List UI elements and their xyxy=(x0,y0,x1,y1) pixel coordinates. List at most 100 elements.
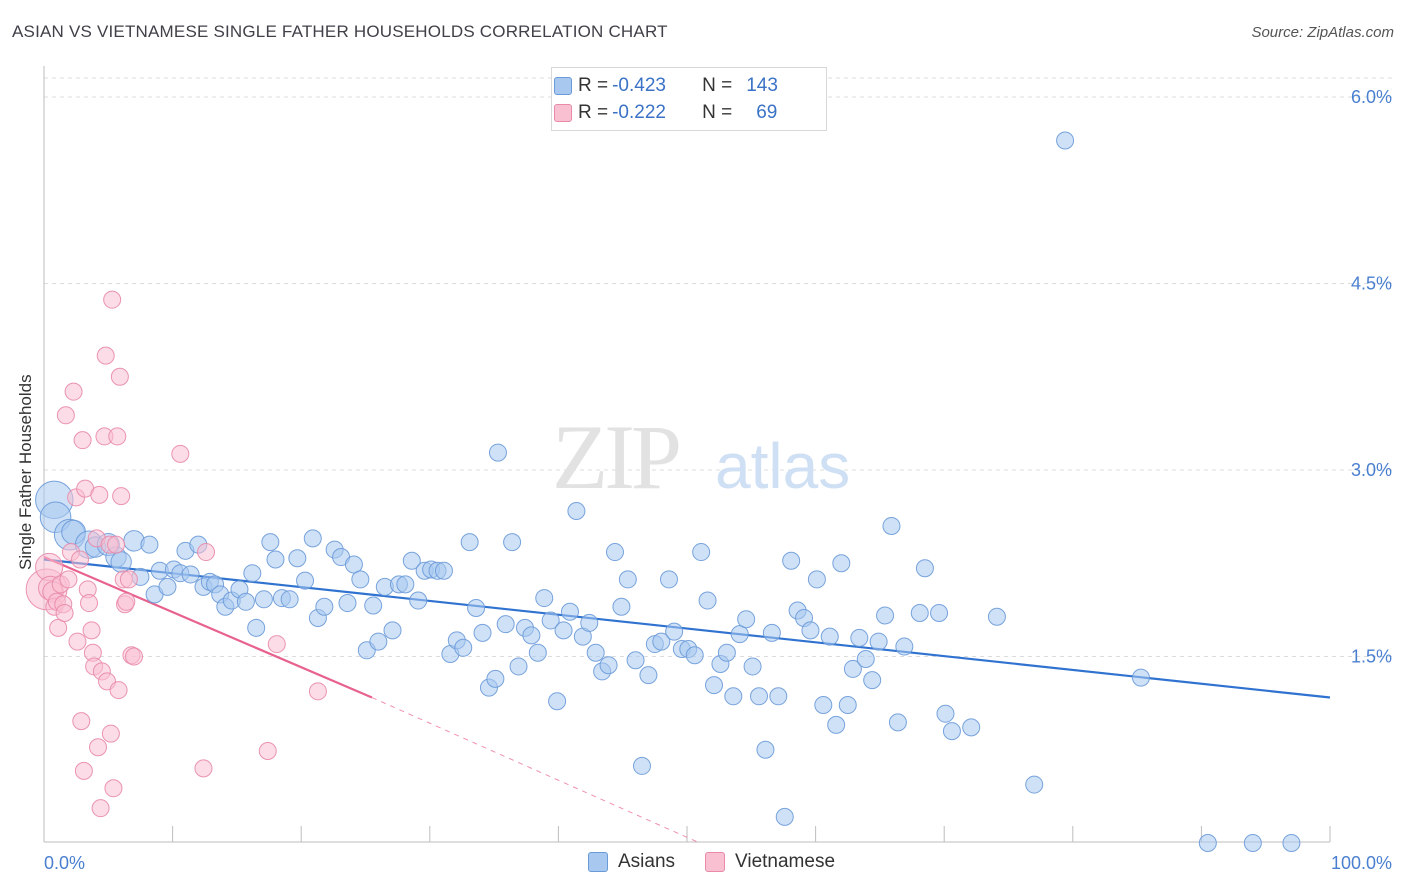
point-asians xyxy=(140,535,159,554)
point-asians xyxy=(288,549,307,568)
point-vietnamese xyxy=(64,382,83,401)
point-vietnamese xyxy=(194,759,213,778)
series-legend-asians[interactable]: Asians xyxy=(588,851,675,873)
point-asians xyxy=(467,599,486,618)
data-points xyxy=(25,131,1301,852)
point-asians xyxy=(460,533,479,552)
point-asians xyxy=(838,695,857,714)
legend-r-value: -0.423 xyxy=(612,75,666,96)
point-asians xyxy=(737,610,756,629)
point-vietnamese xyxy=(73,431,92,450)
y-tick-label: 4.5% xyxy=(1351,274,1392,294)
point-vietnamese xyxy=(90,485,109,504)
point-asians xyxy=(801,621,820,640)
y-tick-label: 1.5% xyxy=(1351,647,1392,667)
chart-title: ASIAN VS VIETNAMESE SINGLE FATHER HOUSEH… xyxy=(12,22,668,41)
point-vietnamese xyxy=(49,618,68,637)
point-asians xyxy=(942,722,961,741)
series-legend: Asians Vietnamese xyxy=(588,851,865,873)
x-tick-label: 100.0% xyxy=(1331,853,1392,873)
tick-labels: 1.5% 3.0% 4.5% 6.0% 0.0% 100.0% xyxy=(44,87,1392,873)
series-swatch-vietnamese xyxy=(705,852,726,872)
point-asians xyxy=(843,659,862,678)
point-asians xyxy=(338,594,357,613)
point-asians xyxy=(827,715,846,734)
legend-n-label: N = xyxy=(702,75,733,96)
point-asians xyxy=(266,550,285,569)
legend-n-value: 143 xyxy=(746,75,778,96)
watermark: ZIP atlas xyxy=(552,406,850,508)
point-vietnamese xyxy=(110,367,129,386)
point-asians xyxy=(915,559,934,578)
point-asians xyxy=(962,718,981,737)
legend-swatch-vietnamese xyxy=(554,104,572,122)
point-asians xyxy=(586,643,605,662)
point-asians xyxy=(509,657,528,676)
point-asians xyxy=(554,621,573,640)
point-vietnamese xyxy=(125,647,144,666)
point-asians xyxy=(832,554,851,573)
point-asians xyxy=(743,657,762,676)
point-asians xyxy=(247,618,266,637)
point-asians xyxy=(730,625,749,644)
point-asians xyxy=(876,606,895,625)
point-asians xyxy=(782,551,801,570)
point-asians xyxy=(110,551,132,573)
point-asians xyxy=(254,590,273,609)
legend-r-label: R = xyxy=(578,75,609,96)
point-vietnamese xyxy=(96,346,115,365)
trend-extension-vietnamese xyxy=(371,697,701,844)
point-vietnamese xyxy=(55,603,74,622)
point-asians xyxy=(850,628,869,647)
point-vietnamese xyxy=(197,543,216,562)
source-label: Source: ZipAtlas.com xyxy=(1251,24,1394,41)
point-vietnamese xyxy=(258,741,277,760)
trend-lines xyxy=(43,556,1331,844)
point-asians xyxy=(488,443,507,462)
point-asians xyxy=(364,596,383,615)
point-vietnamese xyxy=(107,535,126,554)
y-tick-label: 6.0% xyxy=(1351,87,1392,107)
point-asians xyxy=(496,615,515,634)
point-vietnamese xyxy=(72,712,91,731)
point-asians xyxy=(243,564,262,583)
point-asians xyxy=(351,570,370,589)
point-asians xyxy=(383,621,402,640)
point-asians xyxy=(652,632,671,651)
point-asians xyxy=(665,622,684,641)
series-label-vietnamese: Vietnamese xyxy=(735,851,836,872)
point-asians xyxy=(548,692,567,711)
series-legend-vietnamese[interactable]: Vietnamese xyxy=(705,851,835,873)
point-asians xyxy=(296,571,315,590)
point-asians xyxy=(261,533,280,552)
point-asians xyxy=(618,570,637,589)
point-vietnamese xyxy=(119,570,138,589)
point-asians xyxy=(158,577,177,596)
point-vietnamese xyxy=(308,682,327,701)
point-asians xyxy=(1025,775,1044,794)
point-asians xyxy=(639,666,658,685)
point-asians xyxy=(1131,668,1150,687)
point-asians xyxy=(910,603,929,622)
point-asians xyxy=(856,649,875,668)
point-asians xyxy=(882,516,901,535)
point-asians xyxy=(756,740,775,759)
point-asians xyxy=(541,611,560,630)
point-asians xyxy=(236,592,255,611)
series-swatch-asians xyxy=(588,852,608,872)
point-asians xyxy=(560,602,579,621)
legend-r-label: R = xyxy=(578,102,609,123)
point-asians xyxy=(814,695,833,714)
point-asians xyxy=(888,713,907,732)
point-asians xyxy=(762,623,781,642)
point-asians xyxy=(775,807,794,826)
point-asians xyxy=(599,656,618,675)
point-asians xyxy=(717,643,736,662)
point-asians xyxy=(535,589,554,608)
point-asians xyxy=(344,555,363,574)
point-vietnamese xyxy=(91,799,110,818)
watermark-atlas: atlas xyxy=(715,430,850,502)
point-vietnamese xyxy=(171,444,190,463)
point-asians xyxy=(486,669,505,688)
